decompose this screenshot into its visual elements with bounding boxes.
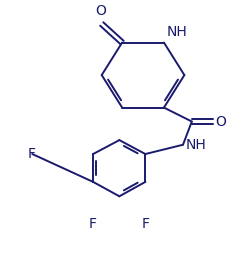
- Text: O: O: [215, 114, 226, 128]
- Text: NH: NH: [186, 138, 207, 152]
- Text: O: O: [95, 4, 106, 18]
- Text: F: F: [28, 147, 36, 161]
- Text: F: F: [141, 217, 149, 231]
- Text: NH: NH: [167, 25, 188, 39]
- Text: F: F: [89, 217, 97, 231]
